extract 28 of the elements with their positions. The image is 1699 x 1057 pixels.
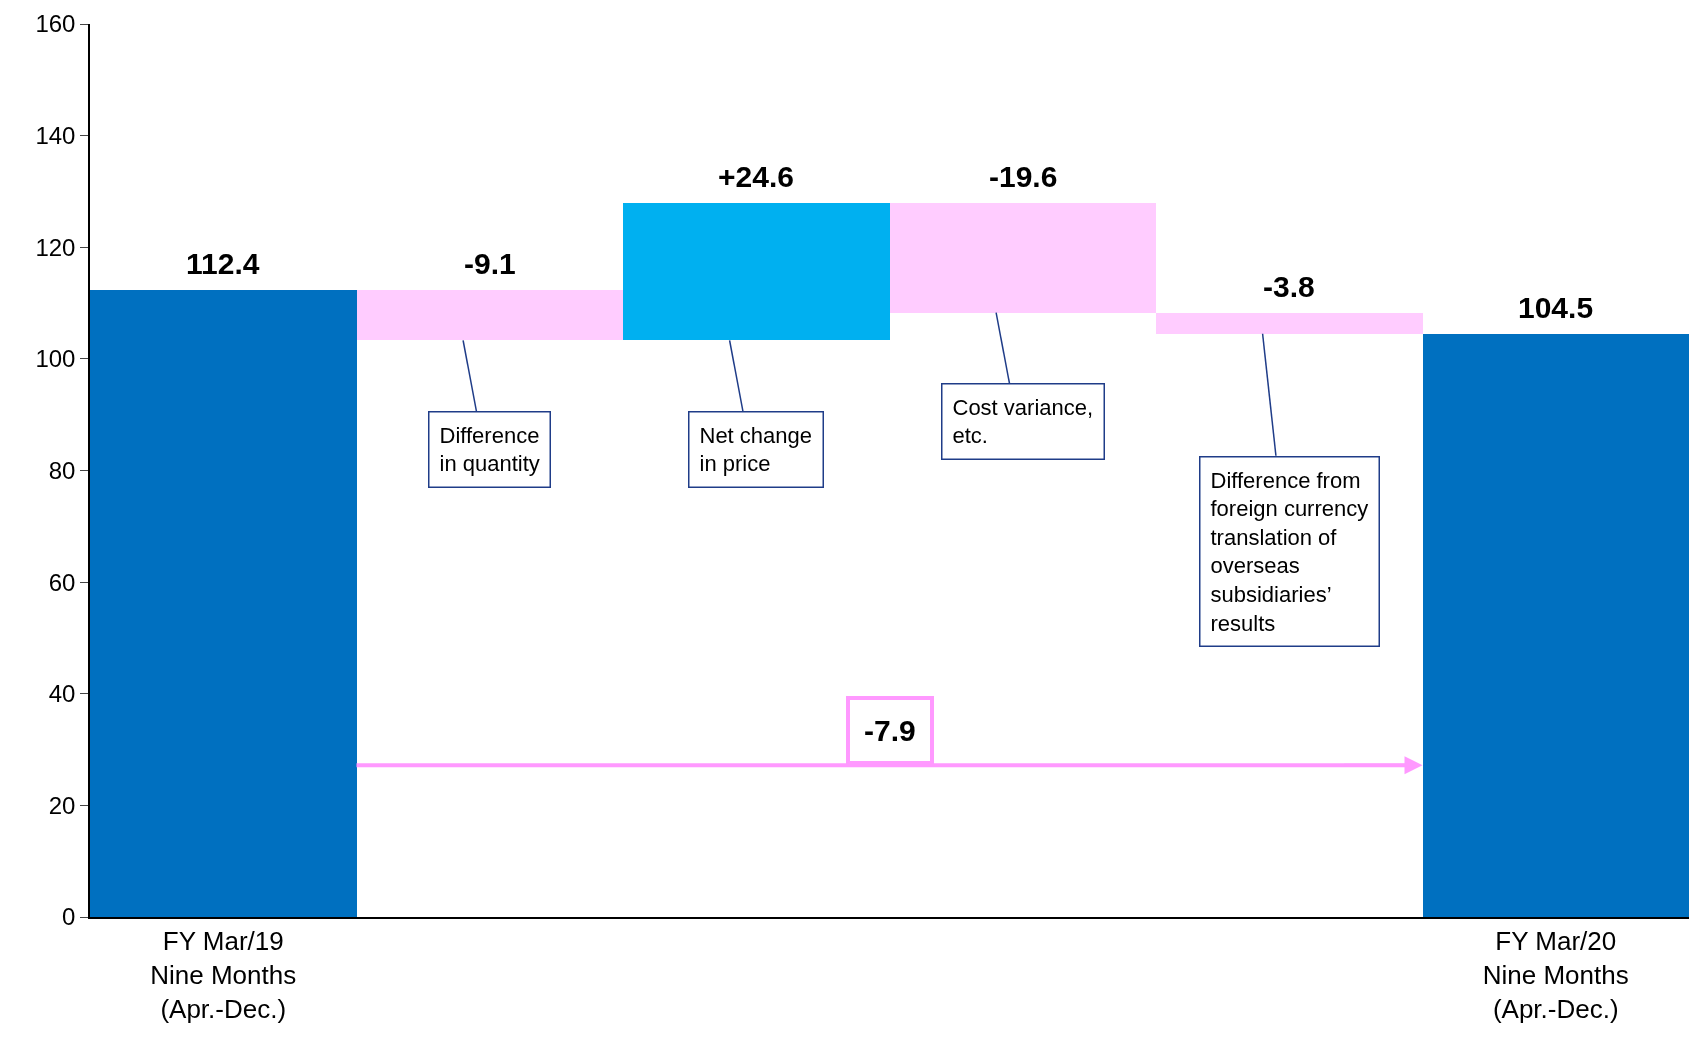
bar [357, 290, 623, 340]
annotation: Difference in quantity [439, 422, 540, 477]
annotation: Net change in price [699, 422, 813, 477]
y-tick-label: 80 [48, 456, 76, 484]
y-tick-label: 140 [35, 122, 76, 150]
x-tick-label: FY Mar/19 Nine Months (Apr.-Dec.) [150, 925, 297, 1024]
bar [623, 203, 890, 340]
annotation: Cost variance, etc. [952, 394, 1094, 449]
bar [1423, 334, 1689, 917]
y-tick-label: 120 [35, 233, 76, 261]
data-label: -9.1 [464, 247, 516, 280]
y-tick-label: 20 [48, 791, 76, 819]
y-tick-label: 40 [48, 680, 76, 708]
bar [1156, 313, 1423, 334]
annotation: Difference from foreign currency translation of overseas subsidiaries’ results [1210, 467, 1369, 636]
data-label: -19.6 [989, 160, 1058, 193]
data-label: 104.5 [1518, 291, 1594, 324]
bar [890, 203, 1156, 313]
y-tick-label: 60 [48, 568, 76, 596]
annotation: -7.9 [864, 714, 916, 747]
x-tick-label: FY Mar/20 Nine Months (Apr.-Dec.) [1482, 925, 1629, 1024]
data-label: +24.6 [718, 160, 794, 193]
bar [90, 290, 357, 917]
y-tick-label: 0 [62, 903, 76, 931]
y-tick-label: 100 [35, 345, 76, 373]
data-label: 112.4 [186, 247, 260, 280]
y-tick-label: 160 [35, 10, 76, 38]
data-label: -3.8 [1263, 270, 1315, 303]
